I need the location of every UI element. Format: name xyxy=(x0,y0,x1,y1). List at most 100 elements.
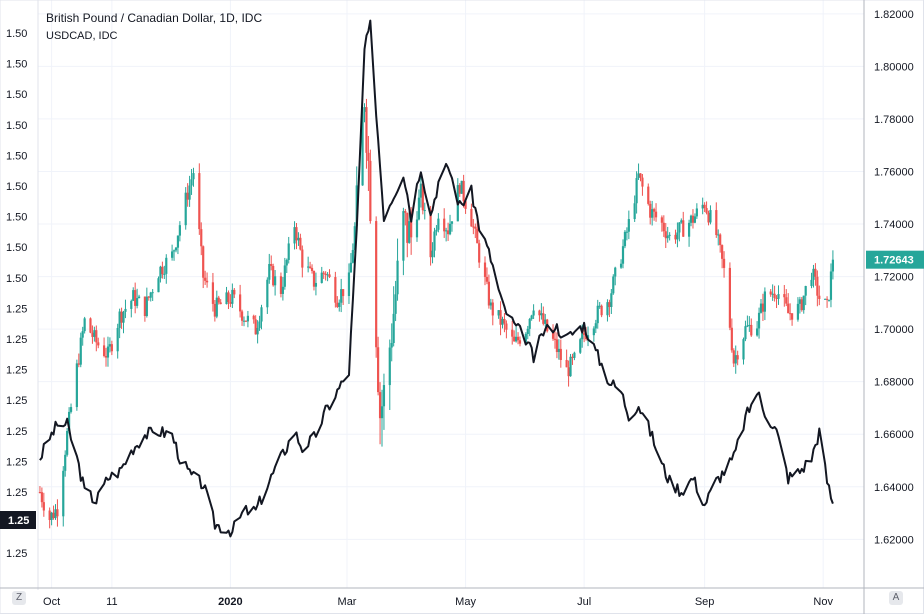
candle-body-up xyxy=(415,219,419,238)
candle-body-up xyxy=(744,326,747,340)
candle-body-up xyxy=(285,259,288,266)
candle-body-up xyxy=(668,234,671,236)
candle-body-down xyxy=(516,336,520,341)
candle-body-down xyxy=(583,333,586,335)
candle-body-down xyxy=(654,211,658,218)
candle-body-up xyxy=(460,180,463,194)
candle-body-down xyxy=(789,313,792,315)
candle-body-down xyxy=(513,336,516,342)
last-price-tag xyxy=(866,250,924,269)
candle-body-down xyxy=(239,294,242,312)
candle-body-down xyxy=(691,215,695,223)
candle-body-up xyxy=(524,333,527,344)
candle-body-up xyxy=(532,310,535,316)
candle-body-down xyxy=(487,281,490,306)
left-tick-label: 1.25 xyxy=(6,456,27,468)
candle-body-up xyxy=(287,243,290,260)
right-tick-label: 1.66000 xyxy=(874,429,914,441)
auto-scale-left-button[interactable]: Z xyxy=(12,591,26,605)
candle-body-down xyxy=(227,292,230,303)
candle-body-down xyxy=(38,492,42,494)
right-tick-label: 1.68000 xyxy=(874,377,914,389)
candle-body-up xyxy=(824,298,827,300)
candle-body-up xyxy=(695,208,698,217)
candle-body-up xyxy=(314,282,318,287)
candle-body-down xyxy=(674,234,677,240)
left-tick-label: 1.50 xyxy=(6,181,27,193)
candle-body-down xyxy=(483,262,487,277)
candle-body-up xyxy=(215,297,218,317)
candle-body-down xyxy=(446,230,450,235)
candle-body-down xyxy=(769,291,772,295)
x-tick-label: Nov xyxy=(813,596,833,608)
candle-body-down xyxy=(518,340,522,344)
candle-body-down xyxy=(312,270,316,287)
candle-body-up xyxy=(689,215,693,223)
left-tick-label: 1.25 xyxy=(6,487,27,499)
candle-body-up xyxy=(157,278,160,293)
candle-body-up xyxy=(392,313,395,344)
right-tick-label: 1.64000 xyxy=(874,482,914,494)
usdcad-last-label: 1.25 xyxy=(8,515,29,527)
candle-body-up xyxy=(596,305,599,324)
candle-body-down xyxy=(443,218,446,232)
candle-body-down xyxy=(814,268,817,277)
candle-body-down xyxy=(97,342,100,346)
candle-body-down xyxy=(662,222,665,232)
candle-body-up xyxy=(528,319,531,329)
candle-body-up xyxy=(540,313,543,316)
right-tick-label: 1.78000 xyxy=(874,114,914,126)
candle-body-down xyxy=(244,320,248,322)
candle-body-up xyxy=(192,173,195,180)
candle-body-down xyxy=(818,295,821,299)
candle-body-down xyxy=(462,180,465,202)
candle-body-down xyxy=(470,208,473,227)
candle-body-down xyxy=(775,297,778,299)
candle-body-down xyxy=(790,313,794,320)
candle-body-down xyxy=(421,183,424,211)
candle-body-up xyxy=(242,320,246,322)
candle-body-down xyxy=(77,363,80,365)
candle-body-down xyxy=(369,160,372,222)
candle-body-down xyxy=(202,246,205,278)
candle-body-down xyxy=(48,510,51,520)
left-tick-label: 1.50 xyxy=(6,273,27,285)
candle-body-up xyxy=(184,192,187,226)
candlestick-series xyxy=(38,89,835,529)
candle-body-down xyxy=(721,245,724,259)
candle-body-up xyxy=(435,229,438,232)
candle-body-up xyxy=(756,328,759,336)
candle-body-up xyxy=(172,250,176,252)
candle-body-up xyxy=(266,279,269,308)
candle-body-up xyxy=(382,385,386,407)
candle-body-up xyxy=(633,203,636,220)
candle-body-down xyxy=(730,327,733,351)
candle-body-down xyxy=(233,289,236,295)
candle-body-up xyxy=(361,111,364,186)
candle-body-down xyxy=(334,277,337,303)
auto-scale-right-button[interactable]: A xyxy=(889,591,903,605)
candle-body-up xyxy=(592,328,595,336)
candle-body-down xyxy=(378,392,382,419)
candle-body-up xyxy=(174,247,178,251)
candle-body-up xyxy=(137,296,141,299)
left-tick-label: 1.25 xyxy=(6,365,27,377)
candle-body-up xyxy=(796,303,800,320)
candle-body-up xyxy=(106,346,110,358)
legend-subtitle: USDCAD, IDC xyxy=(46,30,118,42)
candle-body-up xyxy=(812,268,815,280)
candle-body-down xyxy=(42,502,45,511)
usdcad-last-tag xyxy=(0,511,36,529)
candle-body-up xyxy=(83,318,86,332)
candle-body-up xyxy=(627,219,630,232)
candle-body-up xyxy=(231,289,234,304)
left-tick-label: 1.50 xyxy=(6,242,27,254)
right-tick-label: 1.80000 xyxy=(874,61,914,73)
candle-body-down xyxy=(551,331,555,339)
candle-body-up xyxy=(573,352,576,358)
candle-body-down xyxy=(429,210,432,258)
candle-body-up xyxy=(831,259,835,272)
candle-body-up xyxy=(176,235,180,248)
